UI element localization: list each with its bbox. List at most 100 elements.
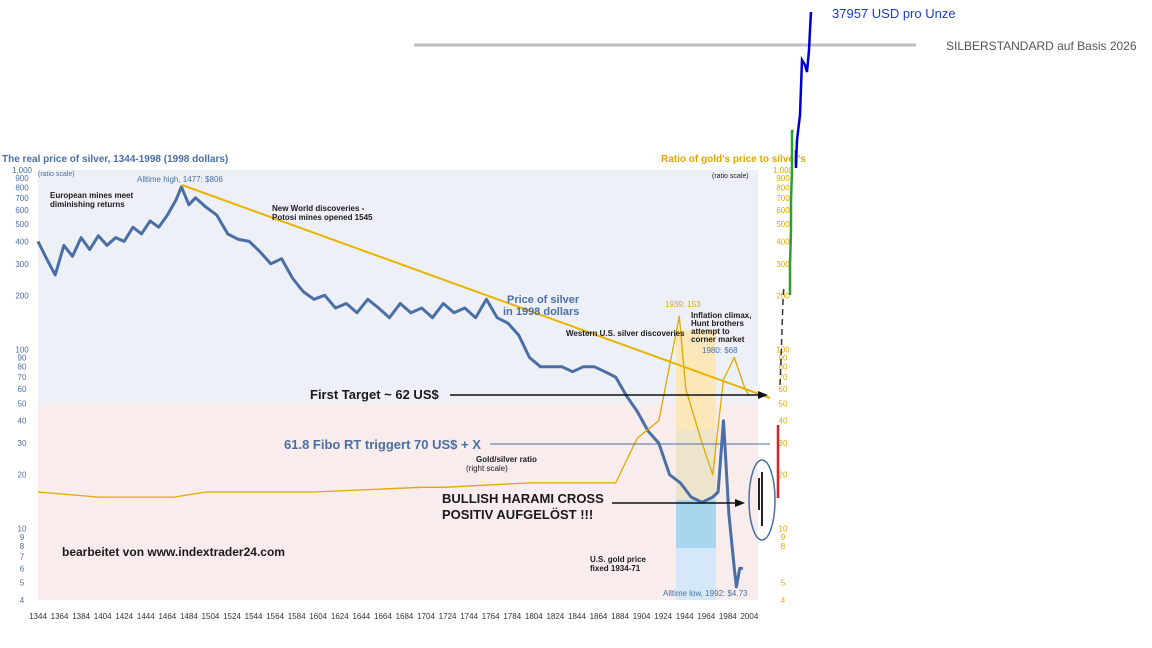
y-tick-label-left: 30 <box>18 439 27 448</box>
x-tick-label: 1404 <box>94 612 112 621</box>
y-tick-label-left: 300 <box>15 260 29 269</box>
y-tick-label-right: 10 <box>779 525 788 534</box>
axes: 1,00090080070060050040030020010090807060… <box>12 166 794 621</box>
annotation-gold-fixed: U.S. gold price fixed 1934-71 <box>590 555 648 573</box>
y-tick-label-right: 20 <box>779 471 788 480</box>
y-tick-label-left: 8 <box>20 542 25 551</box>
right-axis-note: (ratio scale) <box>712 173 749 180</box>
annotation-inflation-l4: corner market <box>691 335 745 344</box>
annotation-new-world-l2: Potosi mines opened 1545 <box>272 213 373 222</box>
x-tick-label: 1664 <box>374 612 392 621</box>
left-axis-note: (ratio scale) <box>38 171 75 178</box>
annotation-european-mines: European mines meet diminishing returns <box>50 191 135 209</box>
y-tick-label-left: 20 <box>18 471 27 480</box>
x-tick-label: 1604 <box>309 612 327 621</box>
y-tick-label-right: 60 <box>779 385 788 394</box>
x-tick-label: 1744 <box>460 612 478 621</box>
y-tick-label-right: 9 <box>781 533 786 542</box>
annotation-alltime-low: Alltime low, 1992: $4.73 <box>663 589 748 598</box>
y-tick-label-left: 6 <box>20 564 25 573</box>
x-tick-label: 1884 <box>611 612 629 621</box>
annotation-ratio-l2: (right scale) <box>466 464 508 473</box>
y-tick-label-right: 50 <box>779 399 788 408</box>
overlay: First Target ~ 62 US$ 61.8 Fibo RT trigg… <box>62 387 776 559</box>
y-tick-label-left: 100 <box>15 345 29 354</box>
y-tick-label-left: 10 <box>18 525 27 534</box>
y-tick-label-right: 1,000 <box>773 166 794 175</box>
standard-label: SILBERSTANDARD auf Basis 2026 <box>946 39 1137 53</box>
y-tick-label-left: 5 <box>20 579 25 588</box>
x-tick-label: 1924 <box>654 612 672 621</box>
x-tick-label: 1444 <box>137 612 155 621</box>
y-tick-label-right: 500 <box>776 220 790 229</box>
x-tick-label: 1644 <box>352 612 370 621</box>
x-tick-label: 1504 <box>202 612 220 621</box>
annotation-ratio-l1: Gold/silver ratio <box>476 455 537 464</box>
x-tick-label: 1544 <box>245 612 263 621</box>
x-tick-label: 1984 <box>719 612 737 621</box>
harami-ellipse <box>748 459 776 541</box>
x-tick-label: 1704 <box>417 612 435 621</box>
y-tick-label-left: 4 <box>20 596 25 605</box>
annotation-inflation: Inflation climax, Hunt brothers attempt … <box>691 311 754 344</box>
projection-green <box>788 129 795 295</box>
x-tick-label: 1424 <box>115 612 133 621</box>
y-tick-label-right: 300 <box>776 260 790 269</box>
y-tick-label-left: 70 <box>18 373 27 382</box>
y-tick-label-left: 700 <box>15 194 29 203</box>
y-tick-label-left: 7 <box>20 552 25 561</box>
y-tick-label-right: 80 <box>779 363 788 372</box>
y-tick-label-left: 500 <box>15 220 29 229</box>
harami-arrowhead <box>735 499 745 507</box>
y-tick-label-left: 900 <box>15 174 29 183</box>
x-tick-label: 1524 <box>223 612 241 621</box>
annotations: European mines meet diminishing returns … <box>50 175 754 598</box>
projection-blue-top <box>794 11 813 166</box>
x-tick-label: 1364 <box>51 612 69 621</box>
y-tick-label-left: 600 <box>15 206 29 215</box>
annotation-gold-silver-ratio: Gold/silver ratio (right scale) <box>466 455 539 473</box>
y-tick-label-left: 60 <box>18 385 27 394</box>
projection-dashed <box>779 284 785 386</box>
y-tick-label-right: 90 <box>779 354 788 363</box>
y-tick-label-right: 40 <box>779 417 788 426</box>
annotation-price-l2: in 1998 dollars <box>503 306 579 318</box>
band-gold-fixed-dark <box>676 500 716 548</box>
x-tick-label: 1384 <box>72 612 90 621</box>
x-tick-label: 2004 <box>740 612 758 621</box>
y-tick-label-right: 700 <box>776 194 790 203</box>
y-tick-label-left: 800 <box>15 183 29 192</box>
chart-title: The real price of silver, 1344-1998 (199… <box>2 154 228 165</box>
x-tick-label: 1784 <box>503 612 521 621</box>
first-target-label: First Target ~ 62 US$ <box>310 387 439 402</box>
y-tick-label-right: 100 <box>776 345 790 354</box>
annotation-price-of-silver: Price of silver in 1998 dollars <box>503 294 582 318</box>
right-axis-title: Ratio of gold's price to silver's <box>661 154 806 165</box>
y-tick-label-right: 900 <box>776 174 790 183</box>
annotation-price-l1: Price of silver <box>507 294 580 306</box>
y-tick-label-left: 80 <box>18 363 27 372</box>
annotation-gold-fixed-l1: U.S. gold price <box>590 555 647 564</box>
target-value-label: 37957 USD pro Unze <box>832 6 956 21</box>
projection <box>758 11 813 526</box>
y-tick-label-left: 50 <box>18 399 27 408</box>
x-tick-label: 1804 <box>525 612 543 621</box>
x-tick-label: 1764 <box>482 612 500 621</box>
x-tick-label: 1904 <box>633 612 651 621</box>
x-tick-label: 1464 <box>158 612 176 621</box>
annotation-inflation-l3: attempt to <box>691 327 730 336</box>
x-tick-label: 1824 <box>546 612 564 621</box>
annotation-european-mines-l1: European mines meet <box>50 191 133 200</box>
first-target-arrowhead <box>758 391 768 399</box>
x-tick-label: 1964 <box>697 612 715 621</box>
credit-label: bearbeitet von www.indextrader24.com <box>62 545 285 559</box>
y-tick-label-right: 600 <box>776 206 790 215</box>
annotation-1939: 1939: 153 <box>665 300 701 309</box>
trend-line <box>181 184 771 399</box>
annotation-new-world: New World discoveries - Potosi mines ope… <box>272 204 373 222</box>
x-tick-label: 1344 <box>29 612 47 621</box>
y-tick-label-left: 1,000 <box>12 166 33 175</box>
x-tick-label: 1484 <box>180 612 198 621</box>
y-tick-label-right: 800 <box>776 183 790 192</box>
